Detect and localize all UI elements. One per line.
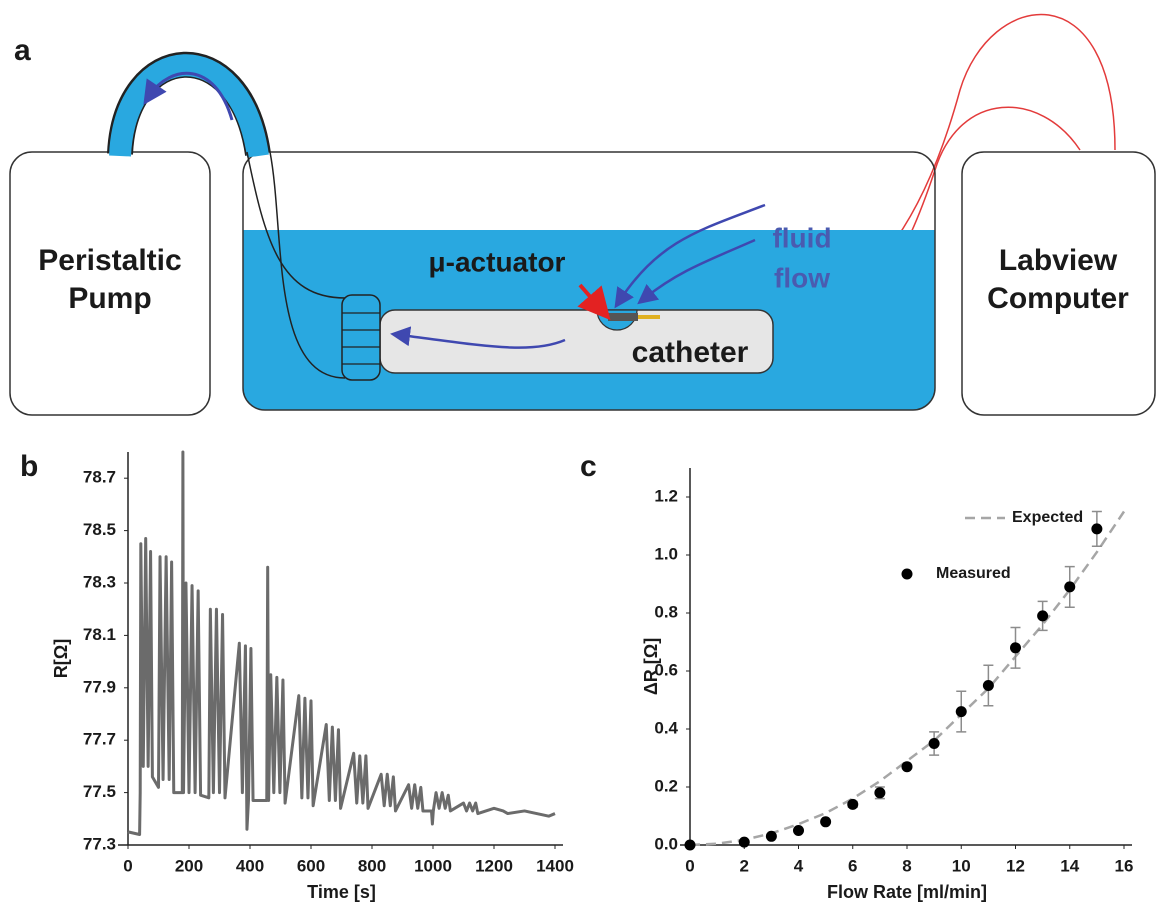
tube-edge — [246, 151, 346, 299]
flow-line — [614, 203, 766, 309]
x-axis-label: Time [s] — [307, 882, 376, 902]
x-tick-label: 1200 — [475, 856, 513, 875]
flow-label: fluid — [772, 222, 831, 253]
y-tick-label: 77.5 — [83, 782, 116, 801]
data-point — [955, 706, 967, 718]
x-tick-label: 10 — [952, 856, 971, 875]
y-tick-label: 78.1 — [83, 625, 116, 644]
y-axis-label: R[Ω] — [51, 639, 71, 678]
computer-label: Computer — [987, 282, 1129, 315]
data-point — [765, 830, 777, 842]
y-axis-label: ΔR [Ω] — [641, 638, 661, 695]
x-tick-label: 400 — [236, 856, 264, 875]
y-tick-label: 0.0 — [654, 834, 678, 853]
y-tick-label: 0.8 — [654, 602, 678, 621]
flow-arrow — [143, 71, 234, 121]
computer-label: Labview — [999, 244, 1118, 277]
legend-swatch — [901, 568, 913, 580]
panel-label: b — [20, 450, 38, 483]
y-tick-label: 1.2 — [654, 486, 678, 505]
expected-curve — [689, 510, 1126, 847]
x-tick-label: 0 — [685, 856, 694, 875]
panel-label: a — [14, 34, 31, 67]
computer-box — [961, 151, 1156, 416]
y-tick-label: 0.6 — [654, 660, 678, 679]
data-point — [1037, 610, 1049, 622]
data-point — [847, 798, 859, 810]
x-tick-label: 6 — [848, 856, 857, 875]
pump-label: Peristaltic — [38, 244, 181, 277]
x-tick-label: 800 — [358, 856, 386, 875]
connector-ridges — [342, 312, 380, 365]
y-tick-label: 0.4 — [654, 718, 678, 737]
panel-label: c — [580, 450, 597, 483]
y-tick-label: 78.5 — [83, 520, 116, 539]
data-point — [1091, 523, 1103, 535]
x-tick-label: 14 — [1060, 856, 1079, 875]
data-point — [1064, 581, 1076, 593]
pointer-arrow — [577, 283, 611, 321]
data-line — [127, 450, 556, 837]
sensor — [608, 313, 638, 321]
data-point — [982, 680, 994, 691]
connector — [341, 294, 381, 381]
x-tick-label: 2 — [740, 856, 749, 875]
y-tick-label: 77.3 — [83, 834, 116, 853]
data-point — [1010, 642, 1021, 654]
catheter-label: catheter — [632, 336, 749, 369]
x-tick-label: 4 — [794, 856, 804, 875]
x-tick-label: 12 — [1006, 856, 1025, 875]
pump-label: Pump — [68, 282, 151, 315]
y-tick-label: 78.7 — [83, 468, 116, 487]
data-point — [928, 738, 940, 749]
x-tick-label: 0 — [123, 856, 132, 875]
x-tick-label: 1400 — [536, 856, 574, 875]
y-tick-label: 77.7 — [83, 730, 116, 749]
data-point — [820, 816, 832, 828]
flow-line — [390, 326, 566, 349]
tube — [109, 54, 269, 158]
x-axis-label: Flow Rate [ml/min] — [827, 882, 987, 902]
x-tick-label: 200 — [175, 856, 203, 875]
data-point — [874, 787, 886, 799]
data-point — [738, 836, 750, 848]
flow-line — [637, 238, 756, 305]
x-tick-label: 600 — [297, 856, 325, 875]
data-point — [793, 825, 804, 836]
flow-label: flow — [774, 262, 830, 293]
x-tick-label: 1000 — [414, 856, 452, 875]
actuator-label: μ-actuator — [429, 246, 566, 277]
legend-label: Expected — [1012, 509, 1083, 526]
y-tick-label: 78.3 — [83, 572, 116, 591]
data-point — [684, 839, 696, 851]
tube-edge — [269, 151, 346, 379]
data-point — [901, 761, 913, 773]
y-tick-label: 77.9 — [83, 677, 116, 696]
y-tick-label: 1.0 — [654, 544, 678, 563]
tank — [242, 151, 936, 411]
y-tick-label: 0.2 — [654, 776, 678, 795]
x-tick-label: 8 — [902, 856, 911, 875]
legend-label: Measured — [936, 565, 1011, 582]
x-tick-label: 16 — [1115, 856, 1134, 875]
